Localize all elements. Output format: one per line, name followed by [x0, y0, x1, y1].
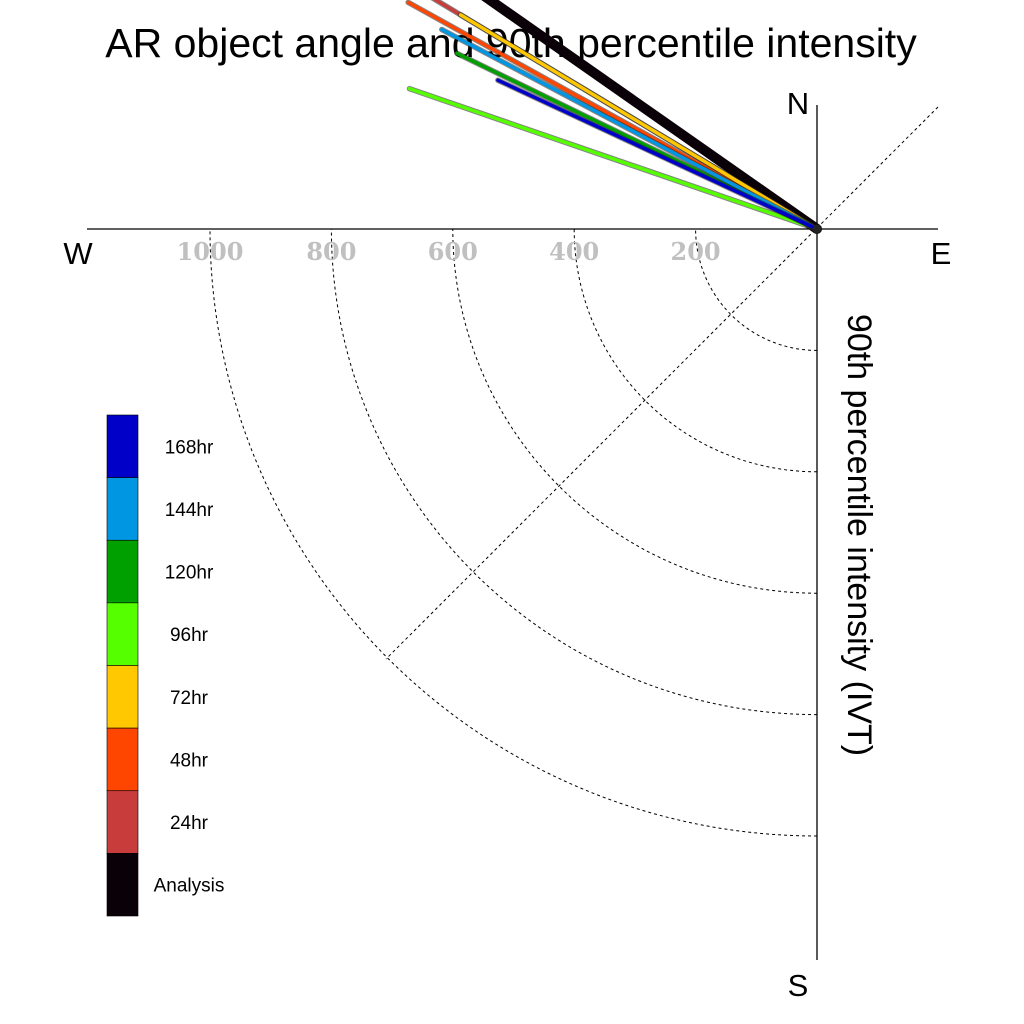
- legend-swatch-96hr: [106, 602, 139, 666]
- series-line-144hr: [440, 27, 819, 231]
- grid-arc-600: [452, 228, 818, 594]
- legend-label-96hr: 96hr: [170, 625, 209, 646]
- legend-swatch-analysis: [106, 853, 139, 917]
- series-line-96hr: [407, 86, 819, 231]
- legend-swatch-48hr: [106, 727, 139, 792]
- origin-point: [812, 224, 822, 234]
- radial-axis-label: 90th percentile intensity (IVT): [840, 314, 878, 756]
- grid-arc-1000: [209, 228, 818, 837]
- grid-arc-200: [695, 228, 818, 351]
- north-label: N: [787, 86, 809, 121]
- tick-label-1000: 1000: [177, 237, 244, 266]
- legend-swatch-72hr: [106, 665, 139, 729]
- legend-label-120hr: 120hr: [165, 563, 214, 584]
- legend-swatch-168hr: [106, 414, 139, 478]
- tick-label-200: 200: [671, 237, 721, 266]
- legend-swatch-144hr: [106, 477, 139, 541]
- legend-label-168hr: 168hr: [165, 437, 214, 458]
- series-line-72hr: [458, 13, 819, 231]
- grid-layer: [209, 106, 939, 837]
- grid-arc-800: [330, 228, 818, 716]
- legend-swatch-120hr: [106, 539, 139, 604]
- legend-label-analysis: Analysis: [154, 876, 225, 897]
- west-label: W: [63, 236, 93, 271]
- tick-label-800: 800: [306, 237, 356, 266]
- tick-label-600: 600: [428, 237, 478, 266]
- legend: 168hr 144hr 120hr 96hr 72hr 48hr 24hr Analysis: [106, 414, 225, 917]
- grid-arc-400: [573, 228, 818, 473]
- legend-swatch-24hr: [106, 790, 139, 854]
- legend-label-72hr: 72hr: [170, 688, 209, 709]
- grid-diagonal: [385, 106, 939, 660]
- legend-label-144hr: 144hr: [165, 500, 214, 521]
- series-layer: [405, 0, 822, 234]
- tick-label-400: 400: [549, 237, 599, 266]
- legend-label-48hr: 48hr: [170, 750, 209, 771]
- east-label: E: [931, 236, 952, 271]
- series-line-168hr: [496, 78, 819, 231]
- south-label: S: [788, 968, 809, 1003]
- series-line-analysis: [481, 0, 822, 234]
- legend-label-24hr: 24hr: [170, 813, 209, 834]
- radial-tick-labels: 200 400 600 800 1000: [177, 237, 721, 266]
